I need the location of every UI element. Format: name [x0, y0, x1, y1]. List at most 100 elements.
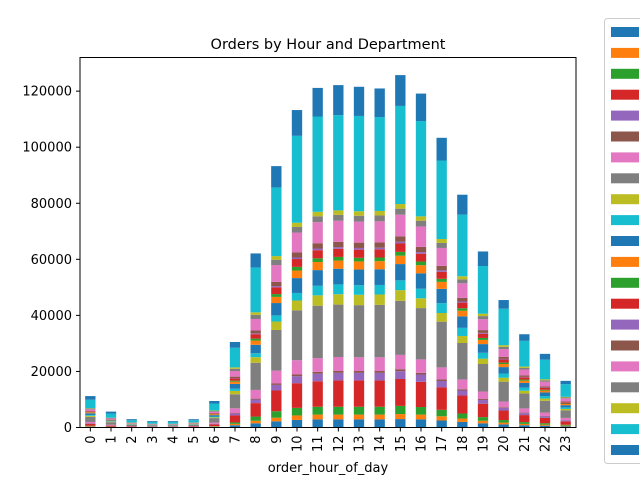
bar-segment-hour-15-series-4	[395, 371, 406, 380]
bar-segment-hour-11-series-4	[312, 373, 323, 382]
bar-segment-hour-23-series-3	[560, 421, 571, 425]
bar-segment-hour-2-series-20	[126, 419, 137, 421]
bar-segment-hour-0-series-19	[85, 399, 96, 409]
bar-segment-hour-9-series-10	[271, 303, 282, 316]
bar-segment-hour-16-series-7	[415, 308, 427, 360]
bar-segment-hour-23-series-9	[560, 407, 571, 409]
bar-segment-hour-17-series-1	[436, 416, 447, 421]
bar-segment-hour-20-series-4	[498, 407, 509, 411]
bar-segment-hour-1-series-3	[105, 425, 117, 427]
bar-segment-hour-9-series-15	[271, 281, 282, 287]
bar-segment-hour-11-series-17	[312, 216, 323, 223]
legend-swatch-series-14	[611, 319, 639, 330]
bar-segment-hour-22-series-12	[539, 389, 551, 391]
bar-segment-hour-4-series-20	[167, 421, 179, 423]
bar-segment-hour-12-series-0	[333, 419, 344, 428]
bar-segment-hour-14-series-9	[374, 284, 385, 295]
bar-segment-hour-23-series-2	[560, 424, 571, 426]
bar-segment-hour-19-series-15	[477, 330, 489, 333]
bar-segment-hour-11-series-1	[312, 414, 323, 420]
bar-segment-hour-15-series-8	[395, 290, 406, 301]
bar-segment-hour-15-series-19	[395, 105, 406, 205]
bar-segment-hour-17-series-17	[436, 242, 447, 248]
bar-segment-hour-19-series-2	[477, 417, 489, 421]
bar-segment-hour-12-series-3	[333, 380, 344, 407]
x-tick-label: 17	[435, 436, 450, 453]
bar-segment-hour-15-series-3	[395, 379, 406, 406]
bar-segment-hour-11-series-19	[312, 116, 323, 212]
legend-swatch-series-16	[611, 361, 639, 372]
bar-segment-hour-19-series-4	[477, 400, 489, 404]
bar-segment-hour-13-series-9	[353, 285, 365, 295]
bar-segment-hour-17-series-14	[436, 270, 447, 272]
bar-segment-hour-10-series-20	[291, 110, 303, 136]
bar-segment-hour-21-series-17	[519, 367, 530, 370]
bar-segment-hour-11-series-20	[312, 87, 323, 117]
bar-segment-hour-16-series-0	[415, 419, 427, 428]
bar-segment-hour-2-series-7	[126, 424, 137, 427]
bar-segment-hour-22-series-0	[539, 425, 551, 428]
bar-segment-hour-18-series-6	[457, 379, 468, 390]
bar-segment-hour-15-series-7	[395, 300, 406, 355]
bar-segment-hour-21-series-1	[519, 423, 530, 426]
bar-segment-hour-10-series-17	[291, 226, 303, 233]
bar-segment-hour-23-series-19	[560, 384, 571, 397]
bar-segment-hour-16-series-12	[415, 261, 427, 266]
bar-segment-hour-14-series-19	[374, 117, 385, 211]
bar-segment-hour-20-series-14	[498, 358, 509, 360]
bar-segment-hour-10-series-3	[291, 383, 303, 408]
bar-segment-hour-6-series-20	[209, 401, 220, 404]
bar-segment-hour-18-series-4	[457, 390, 468, 396]
bar-segment-hour-0-series-1	[85, 426, 96, 427]
bar-segment-hour-8-series-11	[250, 340, 261, 345]
y-tick-label: 100000	[22, 141, 72, 156]
bar-segment-hour-12-series-5	[333, 371, 344, 373]
bar-segment-hour-22-series-4	[539, 416, 551, 418]
bars-group	[85, 75, 571, 428]
bar-segment-hour-22-series-7	[539, 400, 551, 413]
legend-swatch-series-6	[611, 152, 639, 163]
bar-segment-hour-16-series-19	[415, 121, 427, 217]
x-tick-label: 6	[208, 436, 223, 444]
bar-segment-hour-0-series-20	[85, 396, 96, 400]
bar-segment-hour-5-series-3	[188, 426, 199, 427]
bar-segment-hour-19-series-6	[477, 391, 489, 400]
bar-segment-hour-15-series-16	[395, 214, 406, 237]
bar-segment-hour-18-series-15	[457, 297, 468, 302]
bar-segment-hour-21-series-7	[519, 393, 530, 409]
bar-segment-hour-9-series-1	[271, 417, 282, 422]
bar-segment-hour-11-series-18	[312, 211, 323, 217]
bar-segment-hour-20-series-17	[498, 346, 509, 350]
bar-segment-hour-12-series-6	[333, 357, 344, 372]
bar-segment-hour-12-series-15	[333, 241, 344, 248]
bar-segment-hour-16-series-17	[415, 220, 427, 227]
bar-segment-hour-8-series-17	[250, 314, 261, 320]
bar-segment-hour-17-series-4	[436, 380, 447, 388]
bar-segment-hour-8-series-15	[250, 330, 261, 334]
bar-segment-hour-20-series-1	[498, 422, 509, 425]
bar-segment-hour-11-series-12	[312, 258, 323, 262]
y-tick-label: 120000	[22, 85, 72, 100]
legend-swatch-series-17	[611, 382, 639, 393]
bar-segment-hour-9-series-6	[271, 370, 282, 384]
bar-segment-hour-10-series-11	[291, 270, 303, 279]
bar-segment-hour-22-series-6	[539, 412, 551, 416]
bar-segment-hour-9-series-5	[271, 383, 282, 385]
bar-segment-hour-13-series-8	[353, 294, 365, 306]
bar-segment-hour-13-series-16	[353, 221, 365, 243]
bar-segment-hour-0-series-10	[85, 413, 96, 415]
bar-segment-hour-16-series-9	[415, 288, 427, 299]
bar-segment-hour-22-series-2	[539, 423, 551, 425]
bar-segment-hour-15-series-6	[395, 354, 406, 370]
bar-segment-hour-19-series-13	[477, 333, 489, 338]
x-tick-label: 1	[105, 436, 120, 444]
bar-segment-hour-21-series-8	[519, 390, 530, 394]
bar-segment-hour-15-series-20	[395, 75, 406, 106]
bar-segment-hour-10-series-8	[291, 300, 303, 311]
bar-segment-hour-18-series-16	[457, 283, 468, 298]
bar-segment-hour-8-series-16	[250, 319, 261, 331]
bar-segment-hour-13-series-18	[353, 211, 365, 216]
bar-segment-hour-7-series-2	[229, 422, 241, 424]
bar-segment-hour-20-series-6	[498, 401, 509, 408]
bar-segment-hour-14-series-4	[374, 372, 385, 381]
